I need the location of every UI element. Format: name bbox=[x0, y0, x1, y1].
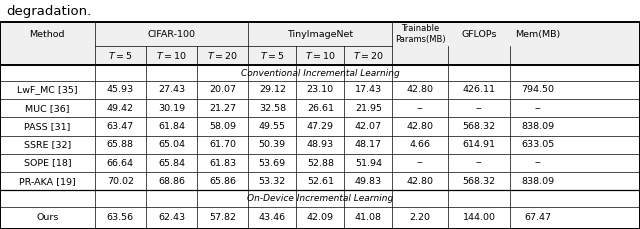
Text: 838.09: 838.09 bbox=[521, 122, 554, 131]
Text: MUC [36]: MUC [36] bbox=[25, 104, 70, 113]
Text: --: -- bbox=[417, 158, 424, 168]
Text: $T=20$: $T=20$ bbox=[353, 50, 384, 61]
Text: 30.19: 30.19 bbox=[158, 104, 185, 113]
Text: --: -- bbox=[476, 158, 483, 168]
Text: $T=5$: $T=5$ bbox=[108, 50, 132, 61]
Text: 614.91: 614.91 bbox=[463, 140, 495, 149]
Text: --: -- bbox=[534, 158, 541, 168]
Text: 63.47: 63.47 bbox=[107, 122, 134, 131]
Text: degradation.: degradation. bbox=[6, 5, 92, 17]
Text: 51.94: 51.94 bbox=[355, 158, 382, 168]
Text: 633.05: 633.05 bbox=[521, 140, 554, 149]
Text: PASS [31]: PASS [31] bbox=[24, 122, 70, 131]
Text: 20.07: 20.07 bbox=[209, 85, 236, 94]
Text: 61.84: 61.84 bbox=[158, 122, 185, 131]
Text: 50.39: 50.39 bbox=[259, 140, 286, 149]
Text: 63.56: 63.56 bbox=[107, 213, 134, 222]
Text: 49.42: 49.42 bbox=[107, 104, 134, 113]
Text: 65.86: 65.86 bbox=[209, 177, 236, 186]
Text: --: -- bbox=[417, 104, 424, 113]
Text: 48.17: 48.17 bbox=[355, 140, 382, 149]
Text: 66.64: 66.64 bbox=[107, 158, 134, 168]
Text: On-Device Incremental Learning: On-Device Incremental Learning bbox=[247, 194, 393, 203]
Text: SSRE [32]: SSRE [32] bbox=[24, 140, 71, 149]
Text: 42.80: 42.80 bbox=[406, 122, 434, 131]
Text: 2.20: 2.20 bbox=[410, 213, 431, 222]
Text: 42.09: 42.09 bbox=[307, 213, 334, 222]
Text: 32.58: 32.58 bbox=[259, 104, 286, 113]
Text: 61.70: 61.70 bbox=[209, 140, 236, 149]
Text: 52.61: 52.61 bbox=[307, 177, 334, 186]
Text: 144.00: 144.00 bbox=[463, 213, 495, 222]
Text: 426.11: 426.11 bbox=[463, 85, 495, 94]
Text: 41.08: 41.08 bbox=[355, 213, 382, 222]
Text: Mem(MB): Mem(MB) bbox=[515, 30, 560, 38]
Text: 838.09: 838.09 bbox=[521, 177, 554, 186]
Text: 21.27: 21.27 bbox=[209, 104, 236, 113]
Text: 57.82: 57.82 bbox=[209, 213, 236, 222]
Text: $T=10$: $T=10$ bbox=[305, 50, 336, 61]
Text: Conventional Incremental Learning: Conventional Incremental Learning bbox=[241, 68, 399, 78]
Text: 43.46: 43.46 bbox=[259, 213, 286, 222]
Text: $T=5$: $T=5$ bbox=[260, 50, 285, 61]
Text: 49.83: 49.83 bbox=[355, 177, 382, 186]
Text: $T=10$: $T=10$ bbox=[156, 50, 187, 61]
Text: 42.80: 42.80 bbox=[406, 177, 434, 186]
Text: 45.93: 45.93 bbox=[107, 85, 134, 94]
Text: Trainable
Params(MB): Trainable Params(MB) bbox=[395, 24, 445, 44]
Text: 70.02: 70.02 bbox=[107, 177, 134, 186]
Text: Ours: Ours bbox=[36, 213, 58, 222]
Text: 42.07: 42.07 bbox=[355, 122, 382, 131]
Text: --: -- bbox=[534, 104, 541, 113]
Text: 4.66: 4.66 bbox=[410, 140, 431, 149]
Text: 49.55: 49.55 bbox=[259, 122, 286, 131]
Text: 53.69: 53.69 bbox=[259, 158, 286, 168]
Text: PR-AKA [19]: PR-AKA [19] bbox=[19, 177, 76, 186]
Text: 568.32: 568.32 bbox=[463, 177, 495, 186]
Bar bbox=[0, 46, 640, 65]
Text: SOPE [18]: SOPE [18] bbox=[24, 158, 71, 168]
Text: 21.95: 21.95 bbox=[355, 104, 382, 113]
Text: 68.86: 68.86 bbox=[158, 177, 185, 186]
Text: LwF_MC [35]: LwF_MC [35] bbox=[17, 85, 77, 94]
Text: 27.43: 27.43 bbox=[158, 85, 185, 94]
Text: Method: Method bbox=[29, 30, 65, 38]
Text: TinyImageNet: TinyImageNet bbox=[287, 30, 353, 38]
Bar bbox=[0, 22, 640, 46]
Text: CIFAR-100: CIFAR-100 bbox=[148, 30, 196, 38]
Text: 29.12: 29.12 bbox=[259, 85, 286, 94]
Text: 48.93: 48.93 bbox=[307, 140, 334, 149]
Text: 23.10: 23.10 bbox=[307, 85, 334, 94]
Text: 65.84: 65.84 bbox=[158, 158, 185, 168]
Text: 61.83: 61.83 bbox=[209, 158, 236, 168]
Text: 568.32: 568.32 bbox=[463, 122, 495, 131]
Text: 26.61: 26.61 bbox=[307, 104, 334, 113]
Text: 794.50: 794.50 bbox=[521, 85, 554, 94]
Text: 62.43: 62.43 bbox=[158, 213, 185, 222]
Text: GFLOPs: GFLOPs bbox=[461, 30, 497, 38]
Text: 53.32: 53.32 bbox=[259, 177, 286, 186]
Text: 17.43: 17.43 bbox=[355, 85, 382, 94]
Text: $T=20$: $T=20$ bbox=[207, 50, 238, 61]
Text: 52.88: 52.88 bbox=[307, 158, 334, 168]
Text: 47.29: 47.29 bbox=[307, 122, 334, 131]
Text: 58.09: 58.09 bbox=[209, 122, 236, 131]
Text: 65.04: 65.04 bbox=[158, 140, 185, 149]
Text: --: -- bbox=[476, 104, 483, 113]
Text: 42.80: 42.80 bbox=[406, 85, 434, 94]
Text: 67.47: 67.47 bbox=[524, 213, 551, 222]
Text: 65.88: 65.88 bbox=[107, 140, 134, 149]
